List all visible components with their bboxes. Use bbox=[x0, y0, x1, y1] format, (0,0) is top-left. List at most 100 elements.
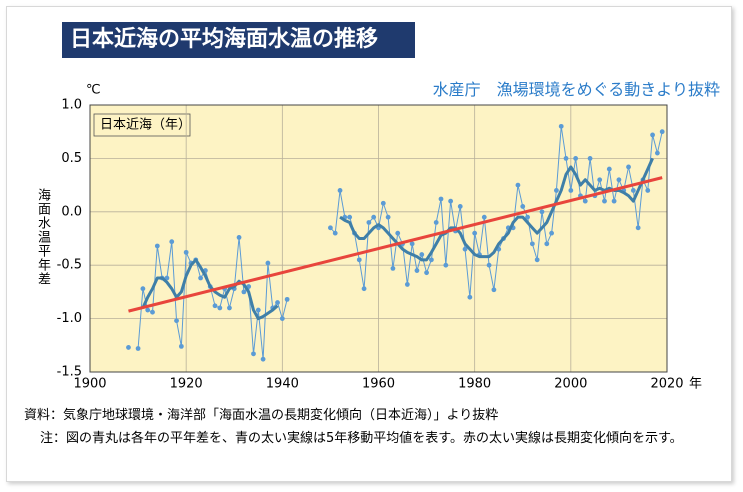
y-axis-title: 海面水温平年差 bbox=[35, 188, 50, 286]
subtitle: 水産庁 漁場環境をめぐる動きより抜粋 bbox=[432, 80, 720, 99]
data-point bbox=[467, 294, 473, 300]
data-point bbox=[529, 241, 535, 247]
data-point bbox=[563, 156, 569, 161]
data-point bbox=[611, 198, 617, 204]
y-tick-label: 0.0 bbox=[61, 204, 82, 219]
data-point bbox=[414, 268, 420, 273]
data-point bbox=[265, 260, 271, 266]
series-line bbox=[128, 176, 663, 313]
data-point bbox=[150, 309, 155, 315]
x-tick-label: 1980 bbox=[458, 377, 491, 392]
data-point bbox=[616, 177, 622, 183]
data-point bbox=[366, 220, 372, 225]
data-point bbox=[544, 241, 550, 247]
data-point bbox=[486, 262, 492, 268]
data-point bbox=[472, 230, 478, 236]
data-point bbox=[380, 200, 386, 206]
data-point bbox=[582, 198, 588, 204]
data-point bbox=[135, 346, 141, 351]
data-point bbox=[328, 225, 333, 231]
data-point bbox=[260, 356, 266, 362]
data-point bbox=[534, 257, 540, 263]
data-point bbox=[347, 214, 353, 220]
data-point bbox=[140, 286, 146, 292]
data-point bbox=[606, 166, 612, 172]
data-point bbox=[654, 150, 660, 156]
x-tick-label: 1940 bbox=[266, 377, 299, 392]
data-point bbox=[626, 164, 631, 170]
data-point bbox=[457, 204, 463, 209]
data-point bbox=[587, 156, 593, 161]
data-point bbox=[433, 220, 439, 225]
data-point bbox=[332, 230, 338, 236]
data-point bbox=[255, 307, 261, 313]
data-point bbox=[443, 262, 449, 268]
data-point bbox=[602, 198, 607, 204]
data-point bbox=[520, 204, 526, 209]
chart-title: 日本近海の平均海面水温の推移 bbox=[62, 22, 415, 58]
data-point bbox=[371, 214, 377, 220]
data-point bbox=[539, 209, 545, 215]
data-point bbox=[337, 188, 343, 193]
x-tick-label: 1920 bbox=[170, 377, 203, 392]
y-tick-label: -1.0 bbox=[57, 311, 82, 326]
data-point bbox=[428, 257, 434, 263]
data-point bbox=[404, 282, 410, 287]
data-point bbox=[183, 249, 189, 255]
data-point bbox=[227, 305, 232, 311]
frame bbox=[6, 6, 732, 482]
data-point bbox=[251, 351, 256, 357]
data-point bbox=[154, 243, 160, 249]
data-point bbox=[462, 246, 468, 252]
data-point bbox=[525, 214, 530, 220]
series-line bbox=[141, 157, 654, 321]
data-point bbox=[284, 296, 290, 302]
inner-label: 日本近海（年） bbox=[100, 118, 191, 133]
y-tick-label: -1.5 bbox=[57, 365, 82, 380]
y-tick-label: 0.5 bbox=[61, 151, 82, 166]
data-point bbox=[558, 123, 564, 129]
x-unit: 年 bbox=[689, 377, 702, 392]
data-point bbox=[645, 188, 651, 193]
data-point bbox=[491, 287, 497, 293]
data-point bbox=[169, 239, 175, 245]
data-point bbox=[174, 318, 179, 324]
data-point bbox=[554, 188, 559, 193]
data-point bbox=[390, 266, 396, 271]
data-point bbox=[275, 300, 280, 305]
data-point bbox=[356, 257, 362, 263]
y-tick-label: -0.5 bbox=[57, 258, 82, 273]
plot-border bbox=[89, 104, 668, 373]
x-tick-label: 2000 bbox=[554, 377, 587, 392]
data-point bbox=[241, 289, 247, 295]
data-point bbox=[448, 198, 454, 204]
data-point bbox=[212, 303, 218, 309]
x-tick-label: 2020 bbox=[650, 377, 683, 392]
y-unit: ℃ bbox=[86, 83, 101, 98]
data-point bbox=[424, 270, 429, 276]
data-point bbox=[438, 196, 444, 202]
data-point bbox=[659, 129, 665, 135]
data-point bbox=[635, 225, 641, 231]
data-point bbox=[549, 230, 554, 236]
data-point bbox=[650, 132, 655, 138]
data-point bbox=[217, 305, 223, 311]
data-point bbox=[279, 316, 285, 321]
data-point bbox=[385, 214, 391, 220]
data-point bbox=[178, 343, 184, 349]
data-point bbox=[395, 230, 401, 236]
x-tick-label: 1960 bbox=[362, 377, 395, 392]
data-point bbox=[597, 177, 603, 183]
data-point bbox=[198, 275, 203, 281]
data-point bbox=[481, 214, 487, 220]
data-point bbox=[573, 156, 579, 161]
x-tick-label: 1900 bbox=[73, 377, 106, 392]
data-point bbox=[409, 241, 415, 247]
data-point bbox=[126, 345, 131, 350]
data-point bbox=[361, 286, 367, 292]
data-point bbox=[419, 252, 425, 257]
note: 注：図の青丸は各年の平年差を、青の太い実線は5年移動平均値を表す。赤の太い実線は… bbox=[40, 431, 683, 446]
data-point bbox=[515, 182, 521, 188]
